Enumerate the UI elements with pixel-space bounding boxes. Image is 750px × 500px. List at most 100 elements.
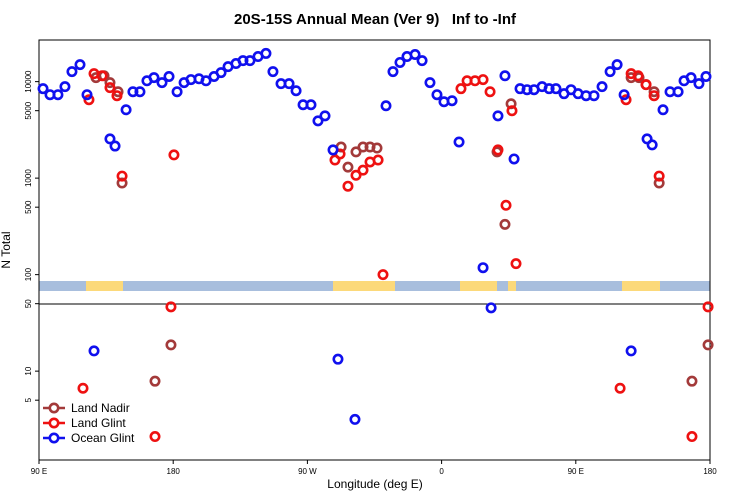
marker — [350, 169, 362, 181]
marker — [377, 269, 389, 281]
marker — [702, 301, 714, 313]
marker — [648, 90, 660, 102]
marker — [646, 139, 658, 151]
marker — [685, 72, 697, 84]
marker — [74, 59, 86, 71]
marker — [648, 86, 660, 98]
marker — [283, 78, 295, 90]
marker — [237, 55, 249, 67]
marker — [492, 144, 504, 156]
marker — [686, 431, 698, 443]
marker — [508, 153, 520, 165]
marker — [387, 66, 399, 78]
marker — [620, 94, 632, 106]
y-tick-label: 10 — [24, 366, 33, 375]
marker — [499, 70, 511, 82]
y-tick-label: 100 — [24, 267, 33, 281]
legend-label: Ocean Glint — [71, 431, 135, 445]
x-tick-label: 180 — [703, 467, 717, 476]
marker — [116, 170, 128, 182]
y-tick-label: 1000 — [24, 169, 33, 187]
marker — [632, 70, 644, 82]
y-tick-label: 5 — [24, 397, 33, 402]
surface-band — [39, 281, 710, 291]
marker — [485, 302, 497, 314]
marker — [618, 89, 630, 101]
land-band — [86, 281, 123, 291]
marker — [640, 79, 652, 91]
marker — [446, 95, 458, 107]
marker — [165, 301, 177, 313]
marker — [88, 345, 100, 357]
marker — [52, 89, 64, 101]
legend-label: Land Glint — [71, 416, 126, 430]
marker — [327, 144, 339, 156]
marker — [431, 89, 443, 101]
x-tick-label: 90 E — [31, 467, 47, 476]
x-axis-label: Longitude (deg E) — [327, 477, 422, 491]
marker — [149, 431, 161, 443]
y-tick-label: 50 — [24, 299, 33, 308]
marker — [149, 375, 161, 387]
marker — [477, 74, 489, 86]
marker — [120, 104, 132, 116]
marker — [700, 71, 712, 83]
marker — [200, 75, 212, 87]
series — [77, 68, 714, 443]
x-tick-label: 0 — [439, 467, 444, 476]
plot-frame — [38, 39, 711, 461]
marker — [215, 67, 227, 79]
y-axis-label: N Total — [0, 231, 13, 268]
marker — [672, 86, 684, 98]
marker — [312, 115, 324, 127]
marker — [416, 55, 428, 67]
marker — [550, 83, 562, 95]
marker — [614, 382, 626, 394]
marker — [305, 99, 317, 111]
y-tick-label: 500 — [24, 200, 33, 214]
marker — [484, 86, 496, 98]
series — [37, 47, 712, 425]
land-band — [460, 281, 497, 291]
marker — [66, 66, 78, 78]
marker — [394, 56, 406, 68]
chart-title: 20S-15S Annual Mean (Ver 9) Inf to -Inf — [234, 11, 517, 28]
marker — [596, 81, 608, 93]
marker — [686, 375, 698, 387]
marker — [357, 141, 369, 153]
marker — [267, 66, 279, 78]
marker — [702, 339, 714, 351]
marker — [372, 154, 384, 166]
legend-marker — [48, 402, 60, 414]
marker — [611, 59, 623, 71]
marker — [290, 85, 302, 97]
marker — [104, 82, 116, 94]
marker — [349, 413, 361, 425]
marker — [342, 161, 354, 173]
marker — [116, 177, 128, 189]
marker — [380, 100, 392, 112]
marker — [111, 90, 123, 102]
marker — [168, 149, 180, 161]
marker — [500, 199, 512, 211]
marker — [506, 105, 518, 117]
marker — [657, 104, 669, 116]
marker — [409, 49, 421, 61]
marker — [244, 55, 256, 67]
marker — [453, 136, 465, 148]
marker — [37, 83, 49, 95]
marker — [625, 345, 637, 357]
marker — [109, 140, 121, 152]
x-tick-label: 90 E — [568, 467, 584, 476]
land-band — [508, 281, 516, 291]
marker — [693, 78, 705, 90]
legend-label: Land Nadir — [71, 401, 130, 415]
marker — [332, 353, 344, 365]
marker — [156, 77, 168, 89]
marker — [165, 339, 177, 351]
marker — [96, 70, 108, 82]
marker — [104, 133, 116, 145]
marker — [134, 86, 146, 98]
marker — [59, 81, 71, 93]
